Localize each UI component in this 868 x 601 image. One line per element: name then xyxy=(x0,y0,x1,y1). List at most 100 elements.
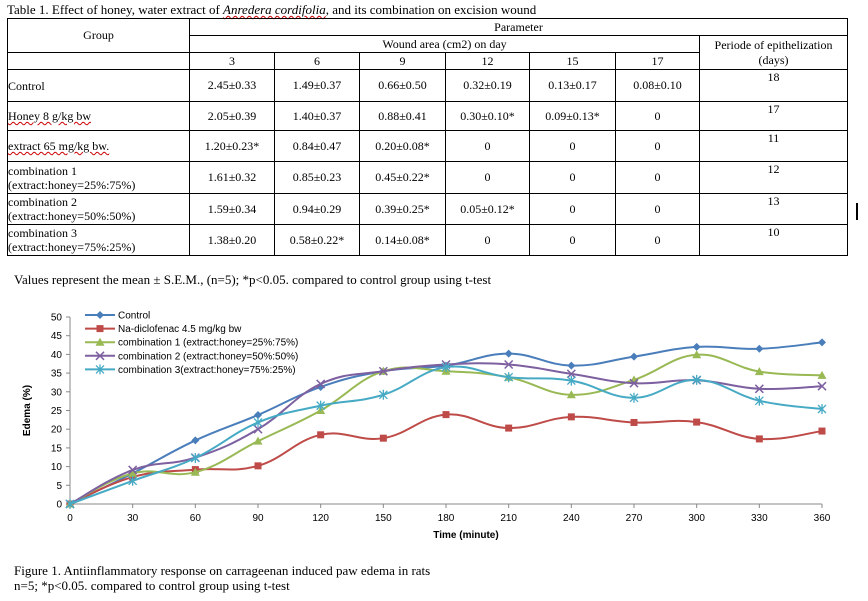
x-tick-label: 0 xyxy=(67,513,73,524)
y-tick-label: 20 xyxy=(51,425,63,436)
x-axis-label: Time (minute) xyxy=(433,530,498,541)
x-tick-label: 360 xyxy=(814,513,831,524)
group-cell: extract 65 mg/kg bw. xyxy=(7,130,190,162)
value-cell: 0 xyxy=(529,224,616,256)
legend-entry: combination 2 (extract:honey=50%:50%) xyxy=(85,351,298,362)
data-point xyxy=(692,342,701,351)
data-point xyxy=(253,436,263,445)
y-tick-label: 35 xyxy=(51,369,63,380)
data-point xyxy=(128,475,138,486)
data-point xyxy=(190,467,200,476)
legend-marker xyxy=(96,325,104,333)
x-tick-label: 300 xyxy=(688,513,705,524)
chart-series xyxy=(65,338,827,509)
data-point xyxy=(630,352,638,361)
data-point xyxy=(817,370,827,379)
y-tick-label: 10 xyxy=(51,462,63,473)
value-cell: 0.58±0.22* xyxy=(274,224,360,256)
value-cell: 0 xyxy=(445,130,530,162)
value-cell: 0 xyxy=(445,161,530,194)
legend-marker xyxy=(95,337,105,346)
data-point xyxy=(754,395,764,406)
table-row: combination 2 (extract:honey=50%:50%) 1.59… xyxy=(7,193,848,225)
data-point xyxy=(65,499,75,509)
table-row: combination 1 (extract:honey=25%:75%) 1.61… xyxy=(7,161,848,194)
data-point xyxy=(567,361,576,370)
wound-area-table: Group Parameter Wound area (cm2) on day … xyxy=(7,18,848,256)
data-point xyxy=(441,362,451,373)
table-row: combination 3 (extract:honey=75%:25%) 1.38… xyxy=(7,224,848,256)
data-point xyxy=(755,344,764,353)
day-header: 15 xyxy=(529,52,616,70)
value-cell: 0.84±0.47 xyxy=(274,130,360,162)
epithelization-cell: 11 xyxy=(699,130,848,162)
y-tick-label: 30 xyxy=(51,387,63,398)
data-point xyxy=(630,418,638,426)
legend-marker xyxy=(95,364,105,375)
data-point xyxy=(253,424,263,434)
x-tick-label: 330 xyxy=(751,513,768,524)
data-point xyxy=(317,431,325,439)
epithelization-cell: 12 xyxy=(699,161,848,194)
legend-entry: combination 1 (extract:honey=25%:75%) xyxy=(85,337,298,349)
data-point xyxy=(817,404,827,415)
x-tick-label: 30 xyxy=(127,513,139,524)
data-point xyxy=(442,411,450,419)
day-header: 6 xyxy=(274,52,360,70)
series-line xyxy=(69,413,823,505)
legend-label: Na-diclofenac 4.5 mg/kg bw xyxy=(118,324,242,335)
data-point xyxy=(128,465,138,475)
data-point xyxy=(254,462,262,470)
data-point xyxy=(567,413,575,421)
x-tick-label: 90 xyxy=(252,513,264,524)
data-point xyxy=(378,389,388,400)
data-point xyxy=(818,338,826,347)
day-header-spacer xyxy=(7,52,190,70)
value-cell: 0 xyxy=(615,193,700,225)
x-tick-label: 270 xyxy=(626,513,643,524)
epithelization-cell: 10 xyxy=(699,224,848,256)
value-cell: 0.30±0.10* xyxy=(445,101,530,131)
value-cell: 2.45±0.33 xyxy=(189,69,275,102)
data-point xyxy=(818,427,826,435)
legend-entry: combination 3(extract:honey=75%:25%) xyxy=(85,364,296,376)
legend-label: combination 2 (extract:honey=50%:50%) xyxy=(118,351,298,362)
data-point xyxy=(754,384,764,394)
data-point xyxy=(190,452,200,463)
group-cell: Control xyxy=(7,69,190,102)
legend-marker xyxy=(95,351,105,361)
series-5 xyxy=(65,362,827,509)
value-cell: 0.66±0.50 xyxy=(359,69,446,102)
value-cell: 0.32±0.19 xyxy=(445,69,530,102)
series-2 xyxy=(66,411,826,508)
edema-chart-svg: 0 5 10 15 20 25 30 35 40 45 50 0 30 60 90 120 150 180 210 2… xyxy=(22,311,831,542)
epithelization-cell: 17 xyxy=(699,101,848,131)
value-cell: 0 xyxy=(529,193,616,225)
table-row: extract 65 mg/kg bw. 1.20±0.23* 0.84±0.47 0… xyxy=(7,130,848,162)
day-header: 17 xyxy=(615,52,700,70)
y-tick-label: 40 xyxy=(51,350,63,361)
y-tick-label: 50 xyxy=(51,313,63,324)
epithelization-header: Periode of epithelization (days) xyxy=(699,35,848,70)
data-point xyxy=(504,349,513,358)
legend-entry: Control xyxy=(85,311,150,322)
data-point xyxy=(566,369,576,379)
value-cell: 0.09±0.13* xyxy=(529,101,616,131)
data-point xyxy=(316,379,326,389)
group-cell: combination 1 (extract:honey=25%:75%) xyxy=(7,161,190,194)
value-cell: 1.59±0.34 xyxy=(189,193,275,225)
value-cell: 0.08±0.10 xyxy=(615,69,700,102)
legend-label: Control xyxy=(118,311,150,322)
figure-caption-line1: Figure 1. Antiinflammatory response on c… xyxy=(14,563,431,578)
y-tick-label: 15 xyxy=(51,443,63,454)
value-cell: 0.88±0.41 xyxy=(359,101,446,131)
value-cell: 1.38±0.20 xyxy=(189,224,275,256)
value-cell: 1.40±0.37 xyxy=(274,101,360,131)
stray-mark xyxy=(856,203,858,220)
value-cell: 1.49±0.37 xyxy=(274,69,360,102)
data-point xyxy=(566,390,576,399)
day-header: 12 xyxy=(445,52,530,70)
figure-caption-line2: n=5; *p<0.05. compared to control group … xyxy=(14,578,290,593)
table-row: Honey 8 g/kg bw 2.05±0.39 1.40±0.37 0.88±0.… xyxy=(7,101,848,131)
series-line xyxy=(69,365,823,505)
